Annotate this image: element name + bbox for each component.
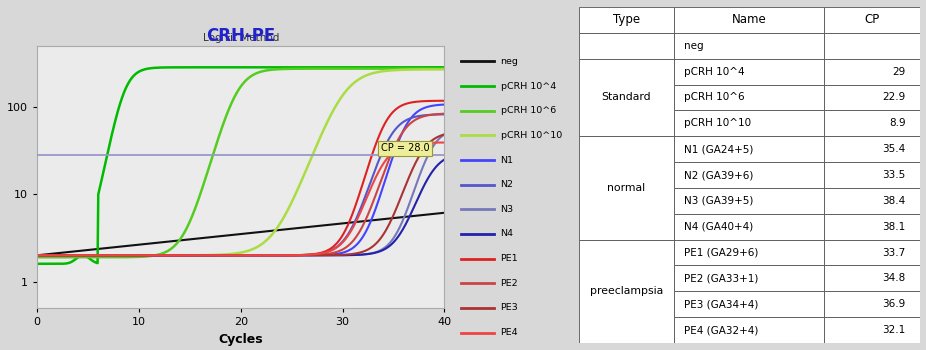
Bar [824, 317, 920, 343]
Text: 29: 29 [893, 66, 906, 77]
Text: 36.9: 36.9 [882, 299, 906, 309]
Text: pCRH 10^10: pCRH 10^10 [684, 118, 752, 128]
Bar [674, 136, 824, 162]
Text: 8.9: 8.9 [889, 118, 906, 128]
Text: 33.5: 33.5 [882, 170, 906, 180]
Text: Name: Name [732, 13, 767, 26]
Text: preeclampsia: preeclampsia [590, 286, 663, 296]
Text: neg: neg [500, 57, 519, 66]
Title: CRH-PE: CRH-PE [206, 28, 275, 46]
Text: CP = 28.0: CP = 28.0 [381, 143, 430, 153]
Bar [824, 33, 920, 59]
Text: normal: normal [607, 183, 645, 193]
Bar [824, 136, 920, 162]
Text: 33.7: 33.7 [882, 247, 906, 258]
Text: pCRH 10^10: pCRH 10^10 [500, 131, 562, 140]
Text: pCRH 10^4: pCRH 10^4 [500, 82, 556, 91]
Bar [824, 240, 920, 265]
Bar [674, 59, 824, 85]
Text: N2 (GA39+6): N2 (GA39+6) [684, 170, 754, 180]
Text: pCRH 10^4: pCRH 10^4 [684, 66, 745, 77]
Bar [824, 162, 920, 188]
Bar [674, 265, 824, 291]
Text: PE4 (GA32+4): PE4 (GA32+4) [684, 325, 758, 335]
Bar [579, 136, 674, 240]
Bar [579, 240, 674, 343]
Text: N3: N3 [500, 205, 514, 214]
Text: neg: neg [684, 41, 704, 51]
X-axis label: Cycles: Cycles [219, 332, 263, 345]
Bar [824, 85, 920, 110]
Text: N3 (GA39+5): N3 (GA39+5) [684, 196, 754, 206]
Text: N4: N4 [500, 230, 514, 238]
Text: Type: Type [613, 13, 640, 26]
Y-axis label: Fluorescence: Fluorescence [0, 140, 2, 214]
Bar [824, 265, 920, 291]
Text: pCRH 10^6: pCRH 10^6 [500, 106, 556, 115]
Text: 22.9: 22.9 [882, 92, 906, 103]
Bar [824, 188, 920, 214]
Text: Log Fit Method: Log Fit Method [203, 33, 279, 43]
Text: N1: N1 [500, 155, 514, 164]
Text: PE1: PE1 [500, 254, 519, 263]
Text: PE3 (GA34+4): PE3 (GA34+4) [684, 299, 758, 309]
Text: 38.4: 38.4 [882, 196, 906, 206]
Text: pCRH 10^6: pCRH 10^6 [684, 92, 745, 103]
Bar [579, 33, 674, 59]
Bar [674, 85, 824, 110]
Text: PE2: PE2 [500, 279, 519, 288]
Bar [579, 59, 674, 136]
Bar [674, 7, 824, 33]
Bar [674, 110, 824, 136]
Text: Standard: Standard [602, 92, 651, 103]
Bar [579, 7, 674, 33]
Text: N1 (GA24+5): N1 (GA24+5) [684, 144, 754, 154]
Bar [674, 33, 824, 59]
Text: PE1 (GA29+6): PE1 (GA29+6) [684, 247, 758, 258]
Text: 32.1: 32.1 [882, 325, 906, 335]
Bar [824, 110, 920, 136]
Text: PE2 (GA33+1): PE2 (GA33+1) [684, 273, 758, 284]
Bar [824, 7, 920, 33]
Text: PE3: PE3 [500, 303, 519, 312]
Text: CP: CP [864, 13, 880, 26]
Text: 38.1: 38.1 [882, 222, 906, 232]
Bar [674, 162, 824, 188]
Bar [824, 214, 920, 240]
Bar [674, 317, 824, 343]
Bar [674, 188, 824, 214]
Text: 35.4: 35.4 [882, 144, 906, 154]
Text: PE4: PE4 [500, 328, 519, 337]
Text: N4 (GA40+4): N4 (GA40+4) [684, 222, 754, 232]
Bar [674, 214, 824, 240]
Bar [824, 59, 920, 85]
Bar [674, 240, 824, 265]
Text: 34.8: 34.8 [882, 273, 906, 284]
Bar [824, 291, 920, 317]
Bar [674, 291, 824, 317]
Text: N2: N2 [500, 180, 514, 189]
